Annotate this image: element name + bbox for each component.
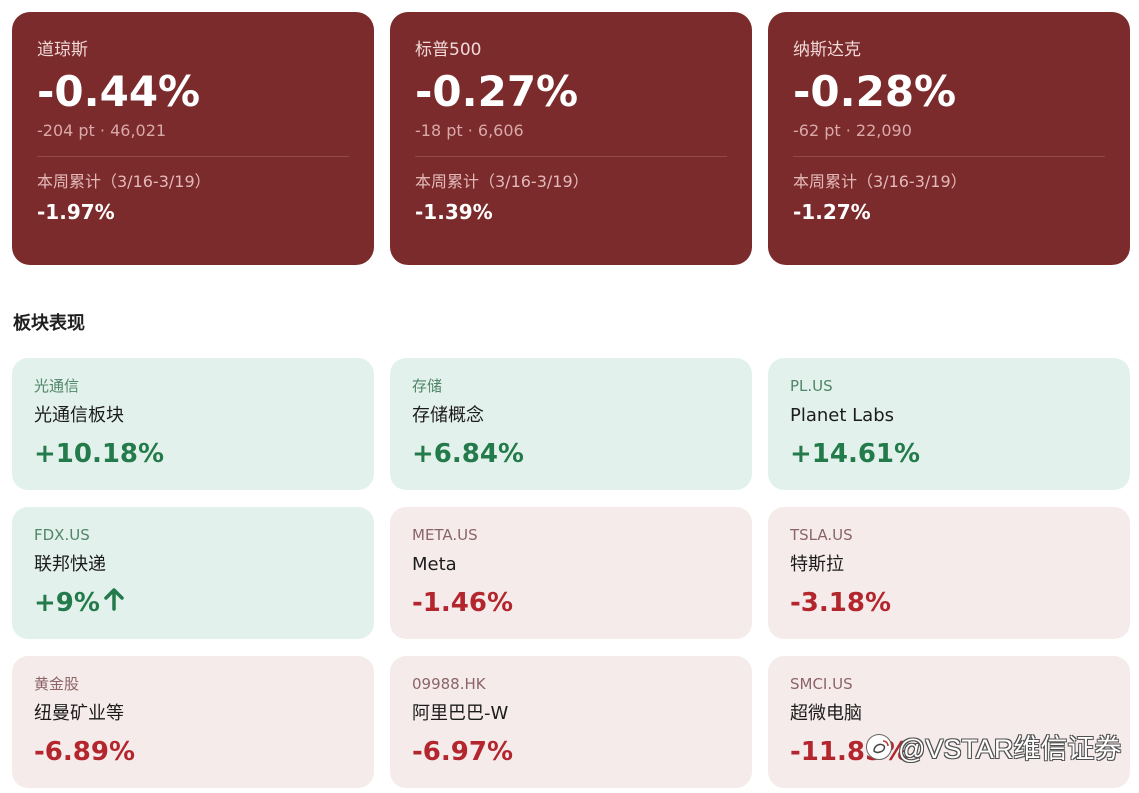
weibo-logo-icon (866, 733, 892, 760)
sector-change-value: -3.18% (790, 588, 891, 618)
sector-name: Planet Labs (790, 405, 895, 426)
sector-card-alibaba[interactable]: 09988.HK 阿里巴巴-W -6.97% (390, 656, 752, 788)
sector-name: 纽曼矿业等 (34, 703, 124, 724)
index-card-sp500[interactable]: 标普500 -0.27% -18 pt · 6,606 本周累计（3/16-3/… (390, 12, 752, 265)
sector-change: -1.46% (412, 587, 730, 619)
index-change-pct: -0.27% (415, 67, 579, 116)
divider (415, 156, 727, 157)
sector-card-tesla[interactable]: TSLA.US 特斯拉 -3.18% (768, 507, 1130, 639)
sector-code: 存储 (412, 377, 443, 395)
watermark-text: @VSTAR维信证券 (898, 734, 1122, 764)
sector-card-fedex[interactable]: FDX.US 联邦快递 +9% (12, 507, 374, 639)
index-points-detail: -18 pt · 6,606 (415, 121, 524, 140)
sector-name: 特斯拉 (790, 554, 844, 575)
index-name: 道琼斯 (37, 40, 88, 60)
week-cumulative-value: -1.39% (415, 200, 493, 224)
sector-name: 存储概念 (412, 405, 484, 426)
index-name: 标普500 (415, 40, 482, 60)
sector-change-value: -1.46% (412, 588, 513, 618)
arrow-up-icon (103, 587, 125, 619)
divider (793, 156, 1105, 157)
sector-change: -6.97% (412, 736, 730, 768)
sector-grid: 光通信 光通信板块 +10.18% 存储 存储概念 +6.84% PL.US P… (12, 358, 1130, 788)
sector-name: 阿里巴巴-W (412, 703, 509, 724)
sector-card-optical[interactable]: 光通信 光通信板块 +10.18% (12, 358, 374, 490)
sector-card-meta[interactable]: META.US Meta -1.46% (390, 507, 752, 639)
index-change-pct: -0.28% (793, 67, 957, 116)
sector-name: 联邦快递 (34, 554, 106, 575)
section-title: 板块表现 (13, 313, 85, 334)
sector-card-storage[interactable]: 存储 存储概念 +6.84% (390, 358, 752, 490)
index-name: 纳斯达克 (793, 40, 861, 60)
sector-card-smci[interactable]: SMCI.US 超微电脑 -11.85% (768, 656, 1130, 788)
week-cumulative-label: 本周累计（3/16-3/19） (37, 172, 211, 191)
sector-change: -3.18% (790, 587, 1108, 619)
sector-change: +6.84% (412, 438, 730, 470)
sector-code: 09988.HK (412, 675, 486, 693)
sector-change-value: +6.84% (412, 439, 524, 469)
sector-change-value: -6.89% (34, 737, 135, 767)
week-cumulative-value: -1.97% (37, 200, 115, 224)
sector-card-gold[interactable]: 黄金股 纽曼矿业等 -6.89% (12, 656, 374, 788)
sector-card-planet-labs[interactable]: PL.US Planet Labs +14.61% (768, 358, 1130, 490)
sector-change: +14.61% (790, 438, 1108, 470)
index-cards: 道琼斯 -0.44% -204 pt · 46,021 本周累计（3/16-3/… (12, 12, 1130, 265)
sector-change: +9% (34, 587, 352, 619)
sector-name: Meta (412, 554, 457, 575)
sector-change-value: +14.61% (790, 439, 921, 469)
sector-code: SMCI.US (790, 675, 853, 693)
week-cumulative-label: 本周累计（3/16-3/19） (415, 172, 589, 191)
sector-code: TSLA.US (790, 526, 853, 544)
week-cumulative-value: -1.27% (793, 200, 871, 224)
sector-change: +10.18% (34, 438, 352, 470)
sector-name: 超微电脑 (790, 703, 862, 724)
sector-code: 黄金股 (34, 675, 80, 693)
sector-code: META.US (412, 526, 478, 544)
watermark: @VSTAR维信证券 (866, 727, 1121, 766)
sector-code: FDX.US (34, 526, 90, 544)
index-points-detail: -62 pt · 22,090 (793, 121, 912, 140)
sector-name: 光通信板块 (34, 405, 124, 426)
sector-code: 光通信 (34, 377, 80, 395)
divider (37, 156, 349, 157)
index-change-pct: -0.44% (37, 67, 201, 116)
sector-change: -6.89% (34, 736, 352, 768)
week-cumulative-label: 本周累计（3/16-3/19） (793, 172, 967, 191)
sector-code: PL.US (790, 377, 833, 395)
index-card-dow[interactable]: 道琼斯 -0.44% -204 pt · 46,021 本周累计（3/16-3/… (12, 12, 374, 265)
sector-change-value: +10.18% (34, 439, 165, 469)
index-card-nasdaq[interactable]: 纳斯达克 -0.28% -62 pt · 22,090 本周累计（3/16-3/… (768, 12, 1130, 265)
sector-change-value: +9% (34, 588, 100, 618)
sector-change-value: -6.97% (412, 737, 513, 767)
index-points-detail: -204 pt · 46,021 (37, 121, 167, 140)
